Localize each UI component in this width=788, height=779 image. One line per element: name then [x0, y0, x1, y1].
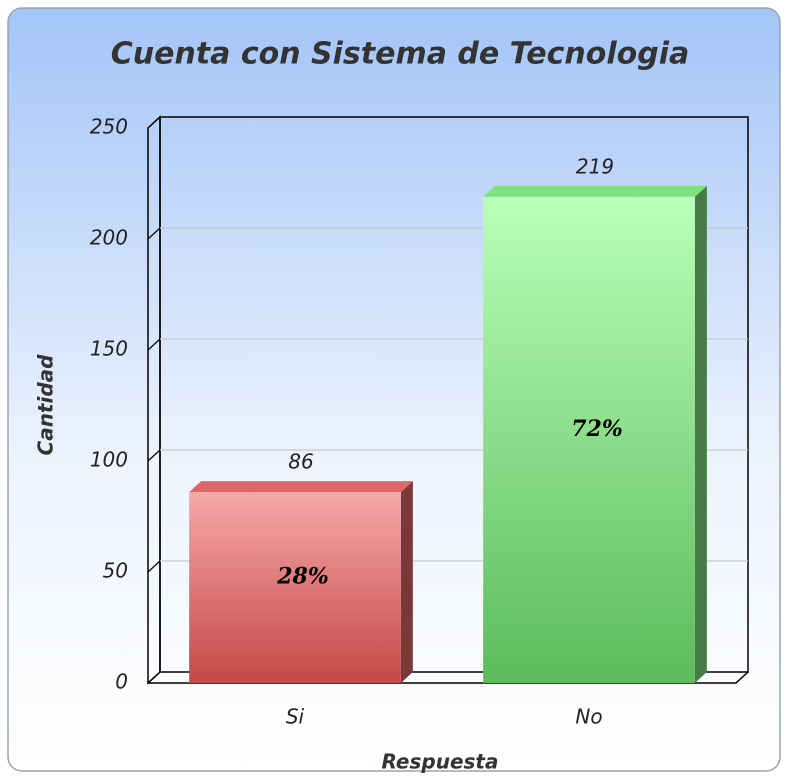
y-tick-label: 50	[103, 559, 128, 583]
tick-mark	[147, 671, 161, 684]
bar	[189, 492, 401, 683]
x-tick-label: No	[575, 705, 602, 729]
tick-mark	[147, 449, 161, 462]
y-tick-label: 0	[115, 670, 128, 694]
y-tick-label: 250	[90, 115, 128, 139]
value-label: 219	[576, 154, 614, 178]
percent-label: 28%	[276, 564, 329, 590]
tick-mark	[147, 116, 161, 129]
bar	[483, 196, 695, 683]
x-axis-title: Respuesta	[382, 750, 499, 774]
chart-title: Cuenta con Sistema de Tecnologia	[111, 37, 690, 72]
bar-side	[694, 185, 707, 683]
tick-mark	[147, 338, 161, 351]
y-axis-title: Cantidad	[34, 354, 58, 456]
bar-top	[483, 185, 707, 197]
y-tick-label: 200	[90, 226, 128, 250]
tick-mark	[147, 560, 161, 573]
bar-top	[189, 481, 413, 493]
bar-side	[400, 481, 413, 683]
percent-label: 72%	[571, 416, 623, 442]
y-tick-label: 150	[90, 337, 128, 361]
x-tick-label: Si	[286, 705, 305, 729]
value-label: 86	[288, 450, 313, 474]
y-tick-label: 100	[90, 448, 128, 472]
tick-mark	[147, 227, 161, 240]
